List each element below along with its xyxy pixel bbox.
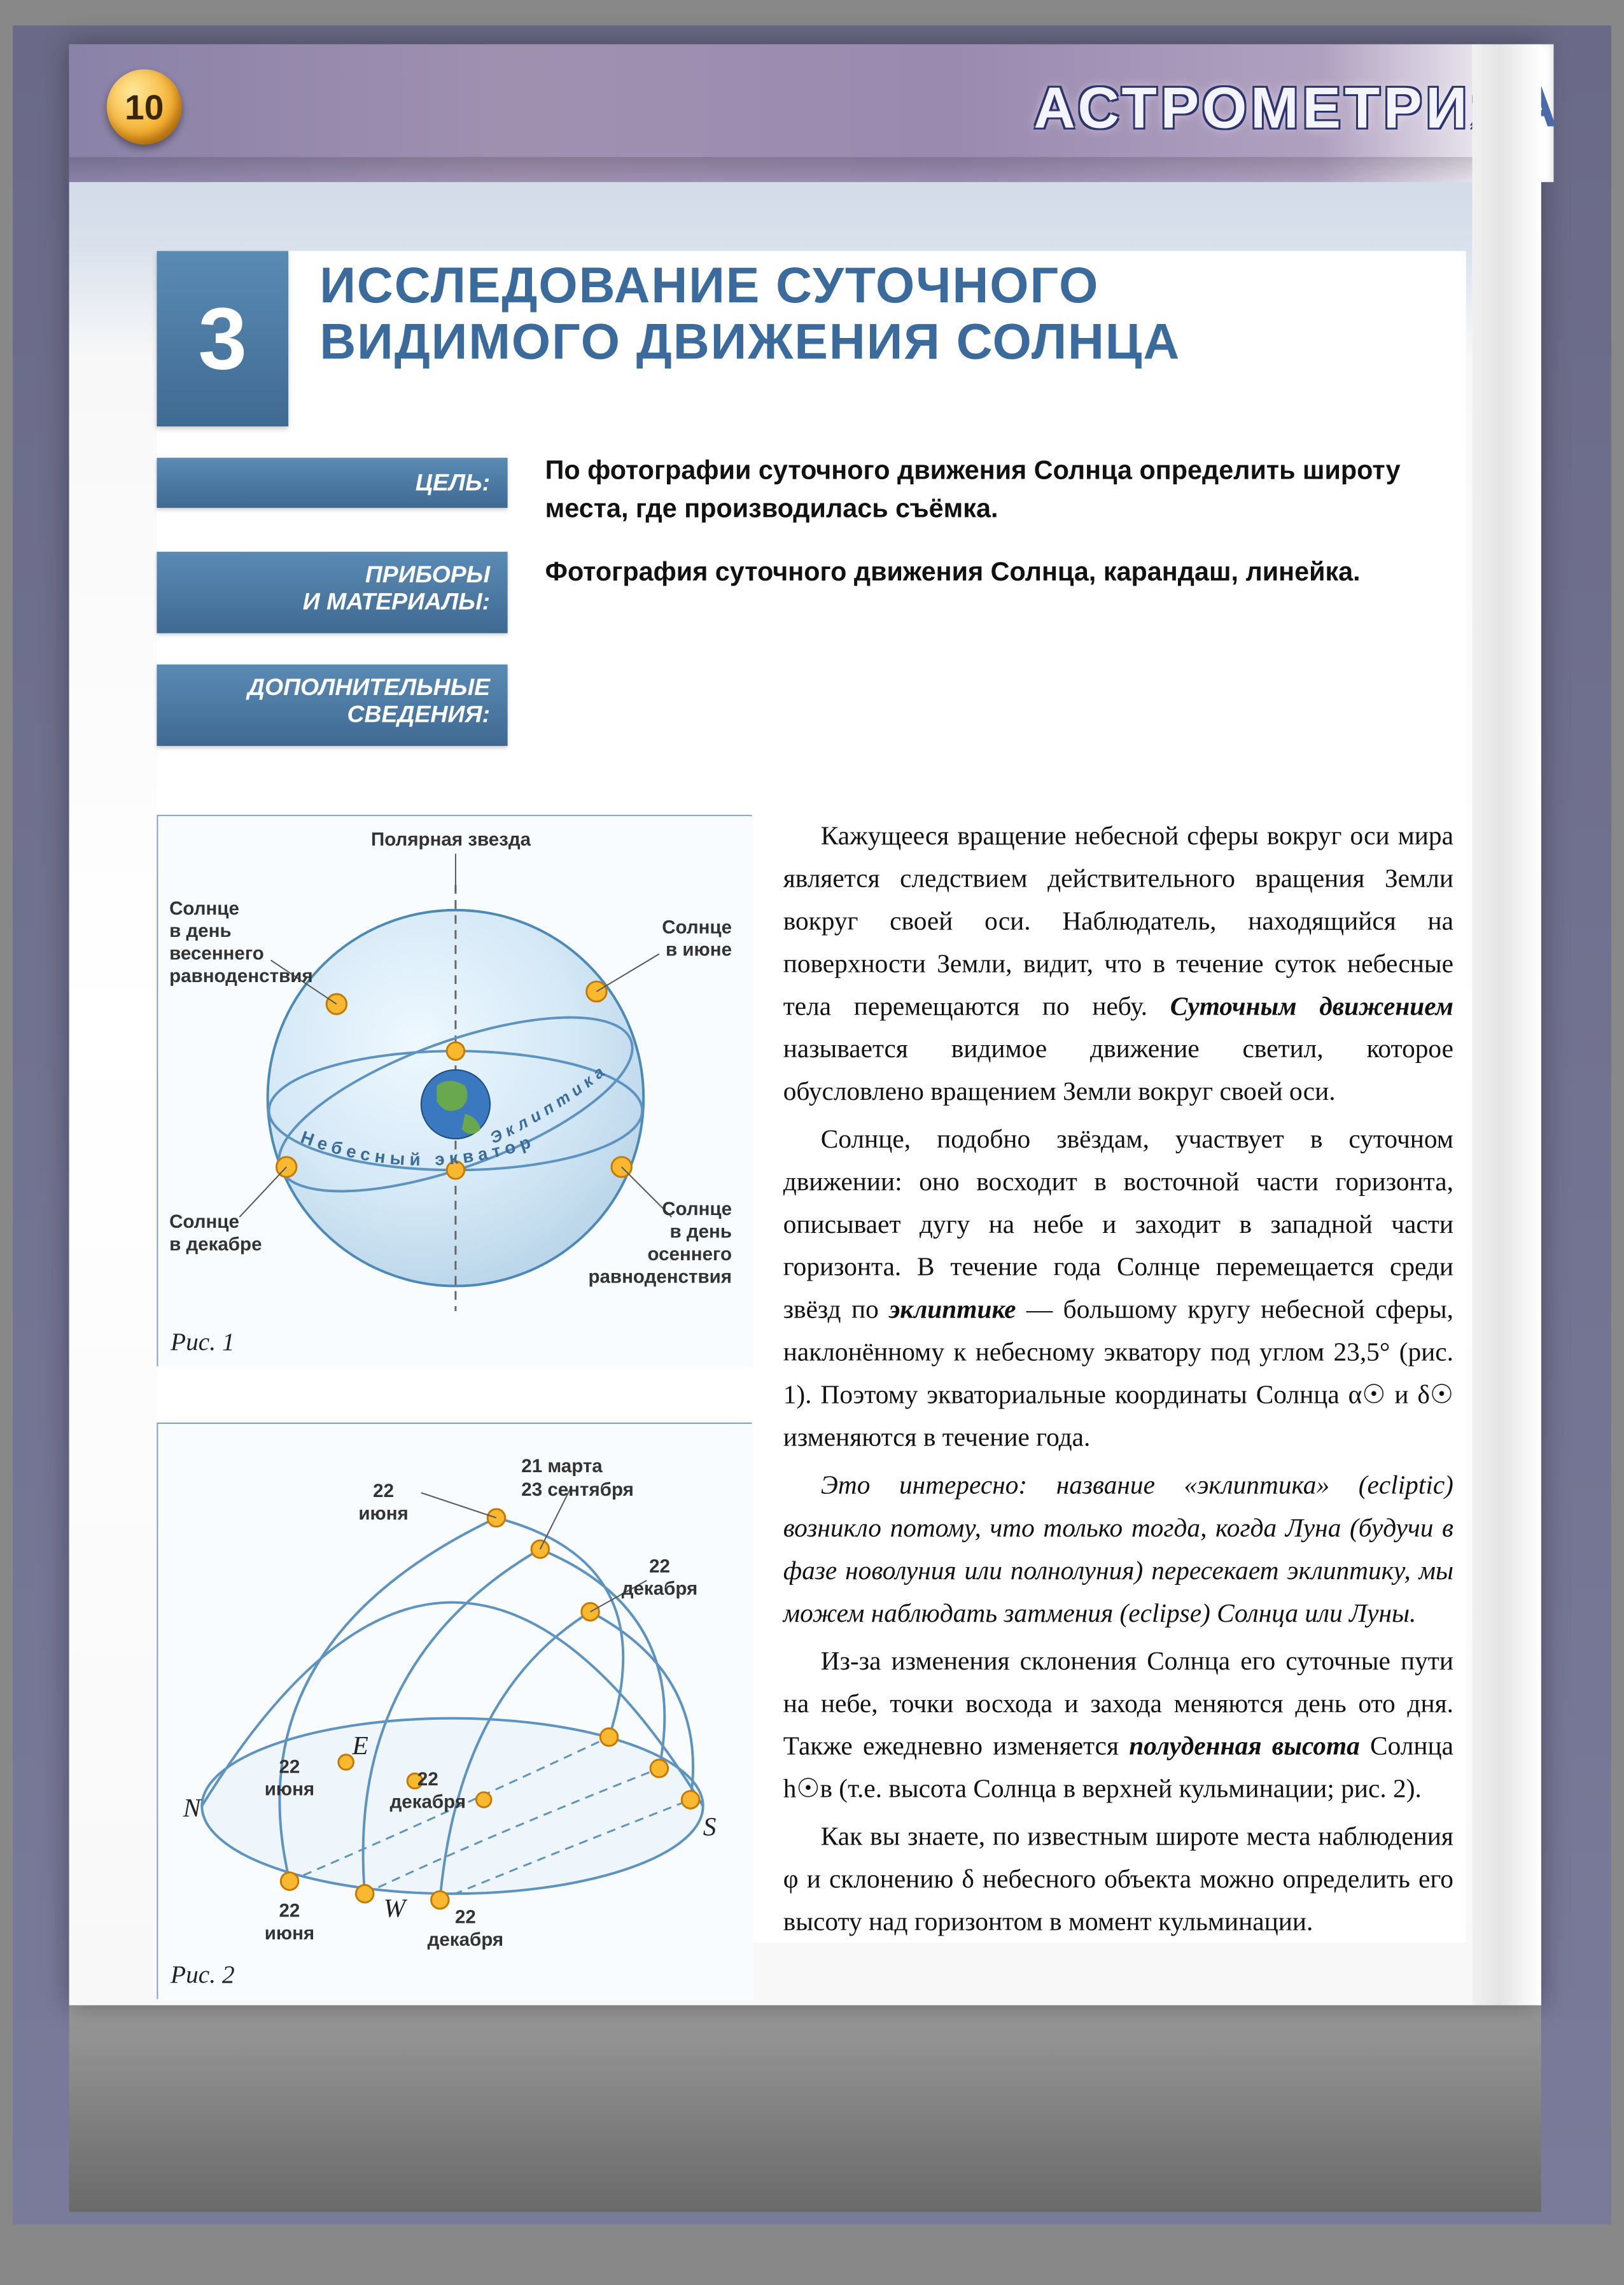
lesson-number-badge: 3 (157, 251, 288, 426)
intro-block: По фотографии суточного движения Солнца … (545, 451, 1441, 616)
fig2-label-mar: 21 марта (521, 1455, 602, 1477)
label-tools-l2: И МАТЕРИАЛЫ: (303, 589, 490, 615)
para-4: Из-за изменения склонения Солнца его сут… (783, 1640, 1453, 1810)
content-area: 3 ИССЛЕДОВАНИЕ СУТОЧНОГО ВИДИМОГО ДВИЖЕН… (157, 251, 1466, 1943)
figure-2-caption: Рис. 2 (171, 1960, 235, 1989)
txt: весеннего (169, 943, 264, 964)
para-1: Кажущееся вращение небесной сферы вокруг… (783, 815, 1453, 1113)
txt: осеннего (647, 1244, 732, 1265)
term-noon-altitude: полуденная высота (1129, 1732, 1359, 1761)
body-text: Кажущееся вращение небесной сферы вокруг… (783, 815, 1453, 1943)
txt: Солнце (169, 1211, 239, 1232)
term-ecliptic: эклиптике (889, 1296, 1016, 1325)
intro-tools-text: Фотография суточного движения Солнца, ка… (545, 553, 1441, 591)
txt: Кажущееся вращение небесной сферы вокруг… (783, 822, 1453, 1021)
fig1-label-june: Солнце в июне (662, 917, 732, 962)
fig2-N: N (183, 1794, 201, 1824)
fig2-label-dec-top: 22 декабря (622, 1556, 698, 1601)
label-extra-l2: СВЕДЕНИЯ: (347, 701, 490, 728)
fig1-label-spring-equinox: Солнце в день весеннего равноденствия (169, 897, 313, 988)
txt: Солнце, подобно звёздам, участвует в сут… (783, 1125, 1453, 1325)
txt: называется видимое движение светил, кото… (783, 1035, 1453, 1106)
fig2-label-dec-e: 22 декабря (390, 1768, 466, 1813)
txt: в день (169, 921, 232, 941)
page: 10 АСТРОМЕТРИЯ А 3 ИССЛЕДОВАНИЕ СУТОЧНОГ… (69, 45, 1541, 2006)
fig2-label-jun-w: 22 июня (265, 1900, 314, 1945)
txt: равноденствия (169, 966, 313, 986)
label-tools: ПРИБОРЫ И МАТЕРИАЛЫ: (157, 552, 507, 633)
right-edge-shadow (1472, 45, 1541, 2006)
fig2-label-jun-top: 22 июня (358, 1480, 408, 1526)
txt: Солнце (169, 898, 239, 918)
section-header-title: АСТРОМЕТРИЯ (1033, 76, 1516, 141)
label-goal: ЦЕЛЬ: (157, 458, 507, 508)
figure-1: Небесный экватор Эклиптика Полярная звез… (157, 815, 752, 1366)
fig2-label-dec-w: 22 декабря (428, 1906, 504, 1951)
txt: в июне (666, 939, 732, 960)
lesson-title-line1: ИССЛЕДОВАНИЕ СУТОЧНОГО (319, 257, 1099, 313)
fig2-S: S (703, 1812, 717, 1842)
txt: в декабре (169, 1234, 262, 1255)
para-2: Солнце, подобно звёздам, участвует в сут… (783, 1118, 1453, 1459)
fig2-W: W (384, 1894, 405, 1923)
lesson-title-line2: ВИДИМОГО ДВИЖЕНИЯ СОЛНЦА (319, 313, 1180, 369)
fig2-label-jun-e: 22 июня (265, 1756, 314, 1801)
scan-bottom-shadow (69, 2005, 1541, 2212)
term-diurnal-motion: Суточным движением (1170, 992, 1453, 1021)
txt: Солнце (662, 917, 732, 938)
label-extra: ДОПОЛНИТЕЛЬНЫЕ СВЕДЕНИЯ: (157, 664, 507, 746)
para-3-interesting: Это интересно: название «эклиптика» (ecl… (783, 1464, 1453, 1635)
page-number-badge: 10 (107, 69, 182, 144)
fig1-label-autumn-equinox: Солнце в день осеннего равноденствия (588, 1199, 732, 1289)
txt: Солнце (662, 1199, 732, 1220)
fig1-label-polar-star: Полярная звезда (371, 829, 531, 851)
lesson-title: ИССЛЕДОВАНИЕ СУТОЧНОГО ВИДИМОГО ДВИЖЕНИЯ… (319, 257, 1441, 369)
fig2-label-sep: 23 сентября (521, 1479, 634, 1501)
fig2-E: E (353, 1731, 368, 1761)
figure-2: 21 марта 23 сентября 22 июня 22 декабря … (157, 1423, 752, 1999)
fig1-label-december: Солнце в декабре (169, 1211, 262, 1256)
para-5: Как вы знаете, по известным широте места… (783, 1815, 1453, 1943)
txt: равноденствия (588, 1267, 732, 1287)
txt: в день (669, 1221, 732, 1242)
intro-goal-text: По фотографии суточного движения Солнца … (545, 451, 1441, 528)
label-tools-l1: ПРИБОРЫ (365, 562, 490, 588)
figure-1-caption: Рис. 1 (171, 1326, 235, 1356)
label-extra-l1: ДОПОЛНИТЕЛЬНЫЕ (248, 675, 490, 701)
section-header-band: 10 АСТРОМЕТРИЯ (69, 45, 1541, 183)
